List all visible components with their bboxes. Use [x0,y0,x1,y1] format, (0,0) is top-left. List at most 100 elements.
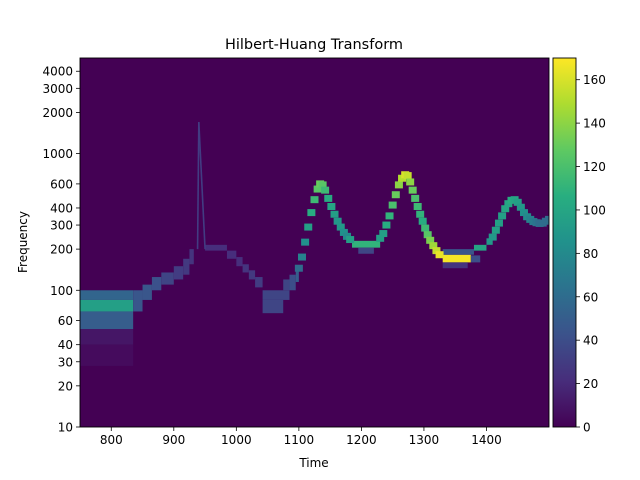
x-tick-label: 1400 [471,433,502,447]
heatmap-cell [442,262,468,269]
colorbar [552,57,577,428]
heatmap-cell [133,290,143,312]
heatmap-cell [80,290,134,300]
ridge-point [406,178,415,186]
heatmap-cell [173,266,184,280]
ridge-point [379,230,388,238]
colorbar-axis: 0 20 40 60 80 100 120 140 160 [576,73,606,435]
ridge-point [382,221,391,229]
y-tick-label: 300 [50,219,73,233]
heatmap-cell [358,247,374,254]
y-axis-label: Frequency [16,211,30,273]
x-tick-label: 900 [162,433,185,447]
colorbar-tick-label: 140 [583,117,606,131]
ridge-point [408,186,417,194]
ridge-point [403,172,412,180]
heatmap-cells [80,122,549,366]
heatmap-cell [283,279,290,291]
y-tick-label: 200 [50,243,73,257]
y-tick-label: 400 [50,201,73,215]
heatmap-cell [205,244,227,251]
y-tick-label: 4000 [42,65,73,79]
plot-background [80,58,549,427]
heatmap-cell [262,290,290,300]
colorbar-tick-label: 80 [583,247,598,261]
colorbar-tick-label: 40 [583,334,598,348]
heatmap-cell [183,258,190,275]
ridge-point [339,228,348,236]
heatmap-cell [473,244,487,251]
y-tick-label: 100 [50,284,73,298]
y-tick-label: 20 [58,379,73,393]
ridge-point [297,253,306,261]
ridge-point [310,196,319,204]
colorbar-tick-label: 0 [583,421,591,435]
heatmap-cell [295,268,299,282]
x-tick-label: 1200 [346,433,377,447]
ridge-point [498,212,507,220]
plot-frame [79,57,550,428]
heatmap-cell [236,257,243,267]
ridge-point [324,194,333,202]
ridge-point [519,209,528,217]
ridge-point [376,234,385,242]
ridge-point [491,226,500,234]
heatmap-cell [189,249,194,265]
x-tick-label: 1000 [221,433,252,447]
y-tick-label: 30 [58,355,73,369]
ridge-point [388,201,397,209]
ridge-point [426,236,435,244]
x-axis: 800 900 1000 1100 1200 1300 1400 [100,427,502,447]
ridge-point [418,217,427,225]
x-axis-label: Time [298,456,328,470]
ridge-point [421,224,430,232]
y-axis: 10 20 30 40 60 100 200 300 400 600 1000 2000 3000 400… [42,65,80,435]
heatmap-cell [289,274,296,291]
heatmap-cell [80,344,134,366]
chart-title: Hilbert-Huang Transform [225,37,403,53]
heatmap-cell [151,277,162,291]
heatmap-cell [255,277,263,288]
ridge-point [321,186,330,194]
ridge-point [336,223,345,231]
ridge-point [385,212,394,220]
y-tick-label: 3000 [42,82,73,96]
ridge-point [494,219,503,227]
heatmap-cell [470,255,481,263]
ridge-point [294,264,303,272]
y-tick-label: 2000 [42,106,73,120]
x-tick-label: 800 [100,433,123,447]
ridge-point [307,209,316,217]
ridge-point [416,210,425,218]
heatmap-cell [442,249,474,255]
y-tick-label: 40 [58,338,73,352]
heatmap-cell [80,311,134,330]
colorbar-tick-label: 120 [583,160,606,174]
ridge-point [488,233,497,241]
ridge-point [301,238,310,246]
ridge-point [429,242,438,250]
ridge-point [333,217,342,225]
heatmap-cell [161,272,174,285]
x-tick-label: 1100 [284,433,315,447]
heatmap-cell [80,299,134,312]
spike-mark [196,122,200,250]
ridge-point [516,203,525,211]
colorbar-tick-label: 60 [583,290,598,304]
ridge-point [304,223,313,231]
heatmap-cell [226,250,237,259]
heatmap-cell [486,238,493,245]
x-tick-label: 1300 [409,433,440,447]
colorbar-tick-label: 20 [583,377,598,391]
heatmap-cell [262,299,284,314]
ridge-point [346,236,355,244]
ridge-point [330,210,339,218]
ridge-point [411,194,420,202]
ridge-point [501,205,510,213]
heatmap-cell [442,254,471,263]
heatmap-cell [352,240,381,248]
heatmap-cell [242,264,249,273]
y-tick-label: 10 [58,421,73,435]
ridge-point [432,247,441,255]
ridge-point [435,251,444,259]
